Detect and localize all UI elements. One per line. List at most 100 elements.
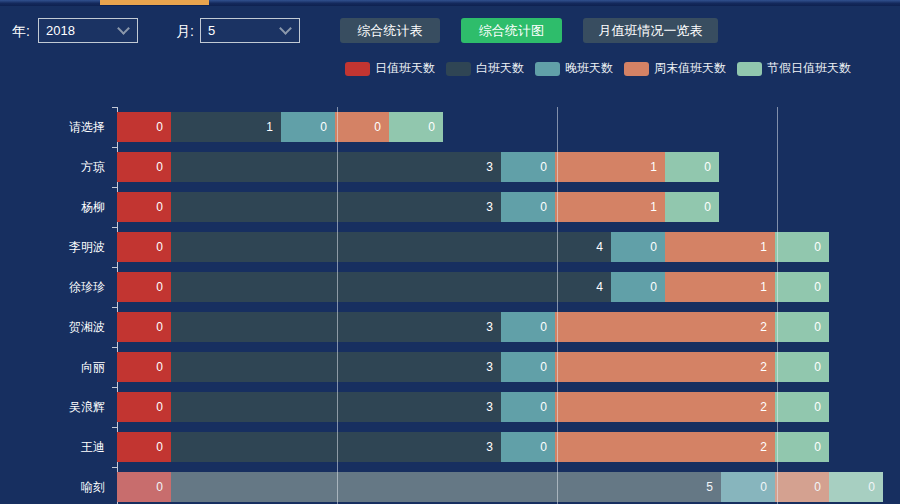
bar-value-label: 0 [156, 200, 171, 214]
bar-segment[interactable]: 2 [555, 392, 775, 422]
chart-row: 03010 [117, 152, 719, 182]
bar-segment[interactable]: 0 [501, 392, 555, 422]
axis-tick [112, 107, 117, 108]
bar-segment[interactable]: 0 [665, 192, 719, 222]
y-axis-label: 吴浪辉 [0, 387, 105, 427]
bar-value-label: 0 [760, 480, 775, 494]
bar-segment[interactable]: 0 [775, 312, 829, 342]
bar-segment[interactable]: 0 [775, 472, 829, 502]
bar-segment[interactable]: 0 [117, 232, 171, 262]
chart-row: 03020 [117, 352, 829, 382]
bar-segment[interactable]: 0 [281, 112, 335, 142]
axis-tick [112, 427, 117, 428]
bar-value-label: 0 [540, 400, 555, 414]
bar-segment[interactable]: 4 [171, 272, 611, 302]
bar-segment[interactable]: 0 [611, 232, 665, 262]
bar-segment[interactable]: 0 [775, 432, 829, 462]
bar-value-label: 0 [650, 280, 665, 294]
chart-row: 0 4 0 1 0 [117, 272, 829, 302]
axis-tick [112, 387, 117, 388]
bar-value-label: 1 [266, 120, 281, 134]
bar-segment[interactable]: 0 [611, 272, 665, 302]
bar-segment[interactable]: 0 [665, 152, 719, 182]
bar-segment[interactable]: 0 [501, 312, 555, 342]
chart-row: 03020 [117, 312, 829, 342]
bar-value-label: 0 [814, 360, 829, 374]
y-axis-label: 李明波 [0, 227, 105, 267]
bar-segment[interactable]: 0 [389, 112, 443, 142]
bar-value-label: 0 [156, 120, 171, 134]
bar-value-label: 0 [814, 440, 829, 454]
bar-segment[interactable]: 3 [171, 352, 501, 382]
bar-value-label: 0 [320, 120, 335, 134]
bar-segment[interactable]: 2 [555, 432, 775, 462]
chart-row: 01000 [117, 112, 443, 142]
bar-value-label: 0 [156, 400, 171, 414]
bar-segment[interactable]: 0 [829, 472, 883, 502]
bar-value-label: 4 [596, 240, 611, 254]
bar-segment[interactable]: 0 [117, 112, 171, 142]
bar-value-label: 0 [540, 160, 555, 174]
bar-value-label: 2 [760, 360, 775, 374]
bar-segment[interactable]: 3 [171, 392, 501, 422]
bar-value-label: 0 [814, 280, 829, 294]
chart-row: 03010 [117, 192, 719, 222]
chart-row: 03020 [117, 432, 829, 462]
bar-value-label: 3 [486, 320, 501, 334]
bar-value-label: 1 [650, 160, 665, 174]
bar-segment[interactable]: 3 [171, 192, 501, 222]
bar-segment[interactable]: 0 [117, 152, 171, 182]
y-axis-label: 贺湘波 [0, 307, 105, 347]
bar-segment[interactable]: 2 [555, 352, 775, 382]
axis-tick [112, 467, 117, 468]
bar-segment[interactable]: 5 [171, 472, 721, 502]
bar-value-label: 0 [814, 240, 829, 254]
axis-tick [112, 147, 117, 148]
bar-value-label: 1 [760, 280, 775, 294]
bar-value-label: 0 [650, 240, 665, 254]
bar-segment[interactable]: 0 [117, 472, 171, 502]
bar-segment[interactable]: 0 [117, 312, 171, 342]
bar-segment[interactable]: 3 [171, 152, 501, 182]
bar-segment[interactable]: 1 [555, 152, 665, 182]
bar-segment[interactable]: 0 [117, 432, 171, 462]
y-axis-label: 杨柳 [0, 187, 105, 227]
bar-segment[interactable]: 3 [171, 312, 501, 342]
bar-segment[interactable]: 1 [555, 192, 665, 222]
bar-value-label: 4 [596, 280, 611, 294]
bar-value-label: 1 [650, 200, 665, 214]
bar-segment[interactable]: 1 [665, 232, 775, 262]
bar-value-label: 0 [540, 320, 555, 334]
bar-segment[interactable]: 0 [501, 352, 555, 382]
bar-segment[interactable]: 4 [171, 232, 611, 262]
bar-segment[interactable]: 2 [555, 312, 775, 342]
bar-segment[interactable]: 1 [171, 112, 281, 142]
bar-value-label: 0 [814, 400, 829, 414]
bar-segment[interactable]: 0 [117, 272, 171, 302]
y-axis-label: 请选择 [0, 107, 105, 147]
bar-segment[interactable]: 0 [775, 232, 829, 262]
bar-segment[interactable]: 0 [721, 472, 775, 502]
bar-segment[interactable]: 0 [775, 392, 829, 422]
bar-segment[interactable]: 0 [335, 112, 389, 142]
bar-segment[interactable]: 0 [775, 272, 829, 302]
bar-segment[interactable]: 3 [171, 432, 501, 462]
axis-tick [112, 307, 117, 308]
bar-segment[interactable]: 0 [501, 432, 555, 462]
bar-segment[interactable]: 0 [501, 152, 555, 182]
bar-value-label: 0 [704, 160, 719, 174]
bar-value-label: 0 [156, 280, 171, 294]
y-axis-label: 徐珍珍 [0, 267, 105, 307]
bar-value-label: 0 [428, 120, 443, 134]
bar-segment[interactable]: 0 [501, 192, 555, 222]
bar-segment[interactable]: 1 [665, 272, 775, 302]
chart-row: 05000 [117, 472, 883, 502]
bar-segment[interactable]: 0 [117, 392, 171, 422]
bar-value-label: 3 [486, 360, 501, 374]
bar-segment[interactable]: 0 [775, 352, 829, 382]
bar-segment[interactable]: 0 [117, 192, 171, 222]
bar-value-label: 0 [156, 240, 171, 254]
bar-segment[interactable]: 0 [117, 352, 171, 382]
bar-value-label: 5 [706, 480, 721, 494]
gridline [337, 107, 338, 504]
